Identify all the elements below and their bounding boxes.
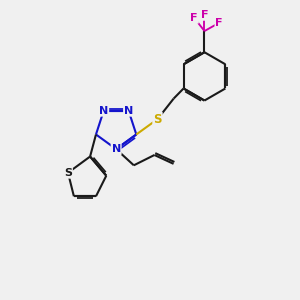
Text: S: S — [153, 113, 162, 126]
Text: F: F — [190, 13, 198, 23]
Text: N: N — [99, 106, 108, 116]
Text: F: F — [215, 18, 223, 28]
Text: F: F — [201, 10, 208, 20]
Text: N: N — [124, 106, 133, 116]
Text: N: N — [112, 144, 121, 154]
Text: S: S — [64, 168, 72, 178]
